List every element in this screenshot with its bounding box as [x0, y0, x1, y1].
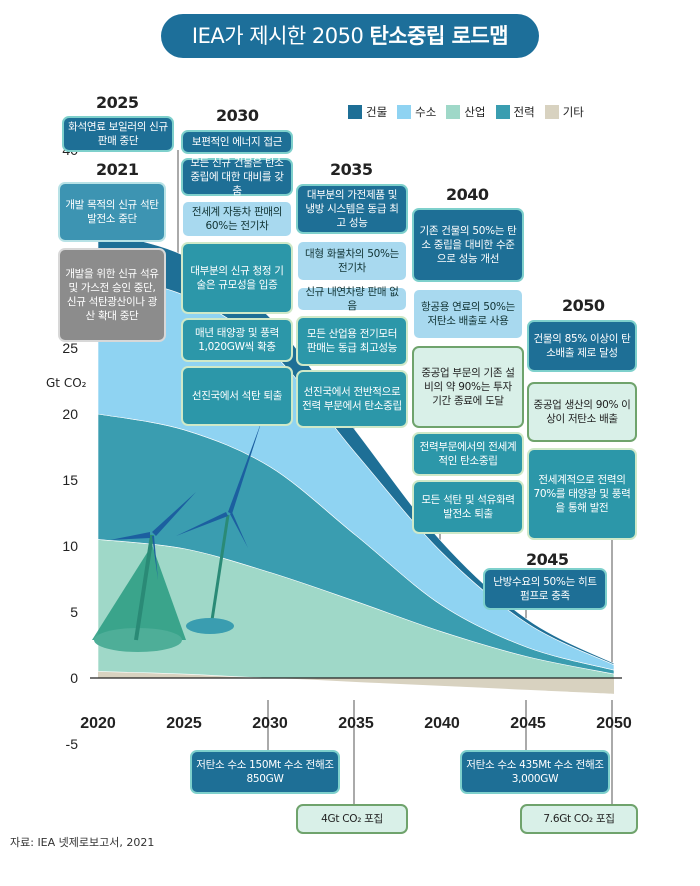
milestone-2025-boiler: 화석연료 보일러의 신규 판매 중단: [62, 116, 174, 152]
hydrogen-2030-box: 저탄소 수소 150Mt 수소 전해조 850GW: [190, 750, 340, 794]
legend-item-power: 전력: [495, 104, 535, 120]
milestone-2030-solar-wind: 매년 태양광 및 풍력 1,020GW씩 확충: [181, 318, 293, 362]
turbine-tower: [210, 514, 230, 621]
turbine-blade: [230, 512, 248, 548]
area-other: [98, 671, 614, 694]
milestone-2030-energy-access: 보편적인 에너지 접근: [181, 130, 293, 154]
milestone-2035-appliances: 대부분의 가전제품 및 냉방 시스템은 동급 최고 성능: [296, 184, 408, 234]
legend-swatch: [348, 105, 362, 119]
year-2025-heading: 2025: [96, 93, 139, 112]
y-tick-label: -5: [66, 736, 79, 752]
year-2045-heading: 2045: [526, 550, 569, 569]
milestone-2040-power-global: 전력부문에서의 전세계적인 탄소중립: [412, 432, 524, 476]
legend-item-other: 기타: [544, 104, 584, 120]
turbine-blade: [152, 492, 196, 536]
milestone-2045-heat-pumps: 난방수요의 50%는 히트펌프로 충족: [483, 568, 607, 610]
legend-item-buildings: 건물: [348, 104, 387, 120]
y-axis-unit: Gt CO₂: [46, 376, 87, 390]
milestone-2021-coal-plants: 개발 목적의 신규 석탄 발전소 중단: [58, 182, 166, 242]
year-2035-heading: 2035: [330, 160, 373, 179]
year-2040-heading: 2040: [446, 185, 489, 204]
milestone-2040-heavy-industry: 중공업 부문의 기존 설비의 약 90%는 투자 기간 종료에 도달: [412, 346, 524, 428]
hydrogen-2045-box: 저탄소 수소 435Mt 수소 전해조 3,000GW: [460, 750, 610, 794]
legend-swatch: [544, 105, 559, 119]
x-tick-label: 2050: [596, 715, 632, 732]
turbine-base-ellipse: [186, 618, 234, 634]
y-tick-label: 15: [62, 472, 78, 488]
turbine-blade: [110, 532, 150, 540]
turbine-base-cone: [92, 545, 186, 640]
turbine-blade: [228, 420, 262, 514]
turbine-tower: [134, 534, 154, 641]
y-tick-label: 20: [62, 406, 78, 422]
year-2030-heading: 2030: [216, 106, 259, 125]
milestone-2030-clean-tech: 대부분의 신규 청정 기술은 규모성을 입증: [181, 242, 293, 314]
x-tick-label: 2030: [252, 715, 288, 732]
milestone-2035-power-neutral: 선진국에서 전반적으로 전력 부문에서 탄소중립: [296, 370, 408, 428]
legend-item-industry: 산업: [446, 104, 486, 120]
legend-swatch: [446, 105, 461, 119]
page-title: IEA가 제시한 2050 탄소중립 로드맵: [161, 14, 539, 58]
source-note: 자료: IEA 넷제로보고서, 2021: [10, 836, 155, 849]
x-tick-label: 2020: [80, 715, 116, 732]
milestone-2040-existing-buildings: 기존 건물의 50%는 탄소 중립을 대비한 수준으로 성능 개선: [412, 208, 524, 282]
x-tick-label: 2045: [510, 715, 546, 732]
year-2050-heading: 2050: [562, 296, 605, 315]
chart-legend: 건물 수소 산업 전력 기타: [348, 104, 584, 120]
x-tick-label: 2025: [166, 715, 202, 732]
milestone-2050-renewables: 전세계적으로 전력의 70%를 태양광 및 풍력을 통해 발전: [527, 448, 637, 540]
milestone-2035-trucks: 대형 화물차의 50%는 전기차: [296, 240, 408, 282]
milestone-2040-fossil-plants: 모든 석탄 및 석유화력 발전소 퇴출: [412, 480, 524, 534]
y-tick-label: 5: [70, 604, 78, 620]
milestone-2030-ev-sales: 전세계 자동차 판매의 60%는 전기차: [181, 200, 293, 238]
milestone-2050-buildings-zero: 건물의 85% 이상이 탄소배출 제로 달성: [527, 320, 637, 372]
milestone-2035-motors: 모든 산업용 전기모터 판매는 동급 최고성능: [296, 316, 408, 366]
y-tick-label: 10: [62, 538, 78, 554]
legend-swatch: [397, 105, 412, 119]
milestone-2050-industry-low-carbon: 중공업 생산의 90% 이상이 저탄소 배출: [527, 382, 637, 442]
milestone-2035-no-ice-sales: 신규 내연차량 판매 없음: [296, 286, 408, 312]
ccs-2035-box: 4Gt CO₂ 포집: [296, 804, 408, 834]
x-tick-label: 2040: [424, 715, 460, 732]
y-tick-label: 0: [70, 670, 78, 686]
turbine-blade: [152, 536, 158, 580]
turbine-blade: [176, 512, 228, 536]
milestone-2040-aviation-fuel: 항공용 연료의 50%는 저탄소 배출로 사용: [412, 288, 524, 340]
milestone-2030-new-buildings: 모든 신규 건물은 탄소 중립에 대한 대비를 갖춤: [181, 157, 293, 197]
legend-swatch: [495, 105, 510, 119]
legend-item-hydrogen: 수소: [397, 104, 436, 120]
y-tick-label: 25: [62, 340, 78, 356]
milestone-2030-coal-phaseout: 선진국에서 석탄 퇴출: [181, 366, 293, 426]
milestone-2021-oil-gas: 개발을 위한 신규 석유 및 가스전 승인 중단, 신규 석탄광산이나 광산 확…: [58, 248, 166, 342]
ccs-2050-box: 7.6Gt CO₂ 포집: [520, 804, 638, 834]
x-tick-label: 2035: [338, 715, 374, 732]
year-2021-heading: 2021: [96, 160, 139, 179]
